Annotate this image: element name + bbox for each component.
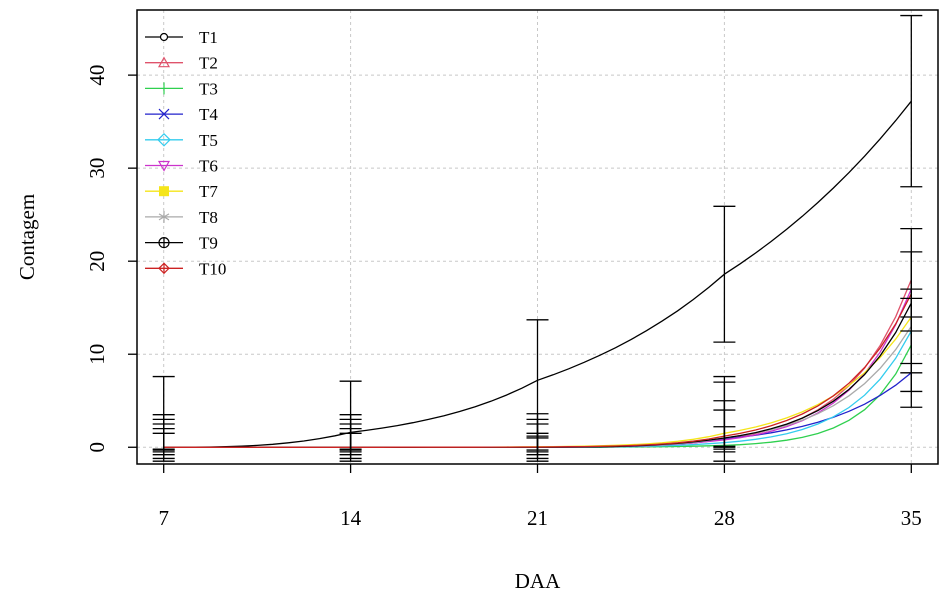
error-bar: [900, 14, 923, 188]
legend-label: T8: [199, 208, 218, 227]
y-axis-title: Contagem: [15, 194, 39, 280]
legend-label: T4: [199, 105, 218, 124]
legend-label: T7: [199, 182, 218, 201]
x-tick-label: 28: [714, 506, 735, 530]
legend-marker: [159, 32, 169, 42]
legend-label: T9: [199, 234, 218, 253]
legend-item-t8: T8: [145, 208, 218, 227]
x-tick-label: 21: [527, 506, 548, 530]
x-tick-label: 35: [901, 506, 922, 530]
error-bars: [152, 14, 923, 462]
legend: T1 T2 T3 T4 T5 T6 T7 T8 T9 T10: [145, 28, 226, 278]
legend-label: T3: [199, 79, 218, 98]
legend-item-t9: T9: [145, 234, 218, 253]
legend-marker: [157, 160, 171, 172]
legend-item-t3: T3: [145, 79, 218, 98]
legend-item-t6: T6: [145, 157, 218, 176]
x-axis-title: DAA: [515, 569, 561, 592]
axes: 7 14 21 28 35 0 10 20 30 40: [85, 65, 922, 530]
legend-marker: [157, 56, 171, 68]
error-bar: [339, 432, 362, 450]
y-tick-label: 40: [85, 65, 109, 86]
legend-marker: [158, 108, 170, 120]
x-tick-label: 14: [340, 506, 362, 530]
legend-item-t2: T2: [145, 54, 218, 73]
y-tick-label: 0: [85, 442, 109, 453]
legend-label: T5: [199, 131, 218, 150]
legend-marker: [158, 210, 170, 223]
legend-marker: [157, 132, 171, 147]
legend-label: T2: [199, 54, 218, 73]
y-tick-label: 30: [85, 158, 109, 179]
legend-item-t10: T10: [145, 259, 226, 278]
error-bar: [152, 432, 175, 450]
error-bar: [713, 205, 736, 343]
y-tick-label: 20: [85, 251, 109, 272]
legend-item-t7: T7: [145, 182, 218, 201]
y-tick-label: 10: [85, 344, 109, 365]
legend-item-t5: T5: [145, 131, 218, 150]
legend-item-t4: T4: [145, 105, 218, 124]
legend-label: T6: [199, 157, 218, 176]
legend-label: T10: [199, 259, 226, 278]
legend-marker: [159, 186, 169, 197]
x-tick-label: 7: [158, 506, 169, 530]
error-bar: [900, 316, 923, 393]
error-bar: [526, 435, 549, 451]
legend-label: T1: [199, 28, 218, 47]
error-bar: [713, 426, 736, 447]
legend-item-t1: T1: [145, 28, 218, 47]
